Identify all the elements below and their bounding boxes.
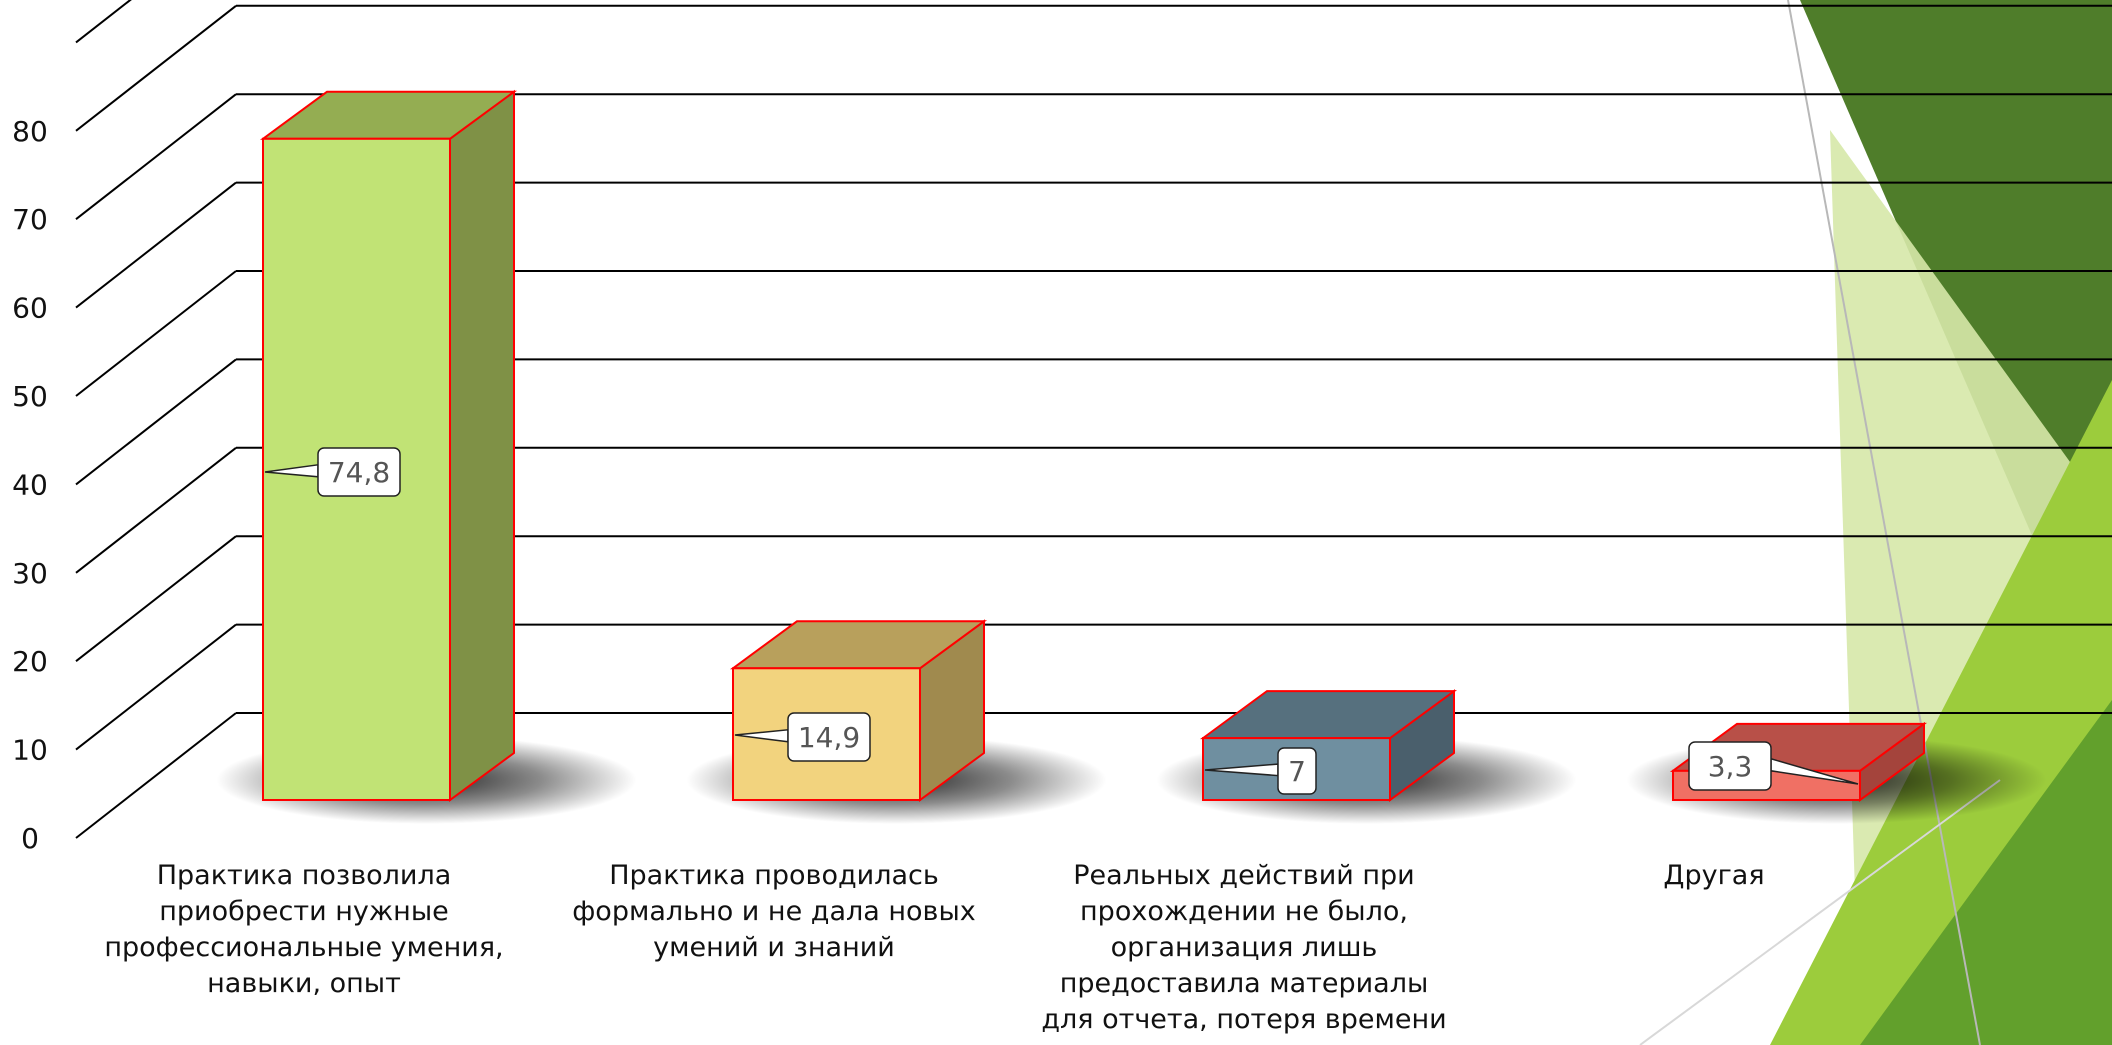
axis-wall-line xyxy=(75,535,237,662)
data-label-box xyxy=(1688,741,1772,791)
data-labels: 74,8 14,9 7 3,3 xyxy=(264,447,1859,795)
axis-wall-line xyxy=(75,5,237,132)
y-tick-label: 60 xyxy=(12,292,48,325)
y-tick-label: 30 xyxy=(12,557,48,590)
y-tick-label: 0 xyxy=(21,822,39,855)
data-label: 3,3 xyxy=(1688,741,1859,791)
data-label-box xyxy=(787,712,871,762)
axis-wall-line xyxy=(75,447,237,574)
x-category-label: Реальных действий при прохождении не был… xyxy=(1041,860,1447,1035)
decor-line xyxy=(1639,779,2001,1045)
bars xyxy=(216,89,2047,824)
data-label: 74,8 xyxy=(264,447,401,497)
y-axis-ticks: 0 10 20 30 40 50 60 70 80 xyxy=(12,115,48,855)
axis-wall-line xyxy=(75,0,132,44)
data-label-text: 14,9 xyxy=(798,721,860,754)
decor-line xyxy=(1787,0,1981,1045)
axis-wall-line xyxy=(75,181,237,309)
y-tick-label: 70 xyxy=(12,203,48,236)
data-label: 7 xyxy=(1204,747,1317,795)
data-label-text: 7 xyxy=(1288,755,1306,788)
axis-wall-line xyxy=(75,358,237,486)
axis-wall-line xyxy=(75,270,237,397)
data-label-box xyxy=(317,447,401,497)
data-label-text: 3,3 xyxy=(1708,750,1753,783)
x-category-label: Другая xyxy=(1663,860,1765,891)
data-label: 14,9 xyxy=(734,712,871,762)
bar xyxy=(259,89,518,802)
axis-wall-line xyxy=(75,93,237,220)
y-tick-label: 10 xyxy=(12,734,48,767)
y-tick-label: 80 xyxy=(12,115,48,148)
data-label-text: 74,8 xyxy=(328,456,390,489)
x-category-label: Практика позволила приобрести нужные про… xyxy=(104,860,504,999)
axis-wall-line xyxy=(75,623,237,751)
data-label-box xyxy=(1277,747,1317,795)
bar xyxy=(729,619,988,802)
bar-side xyxy=(449,89,515,802)
y-tick-label: 20 xyxy=(12,645,48,678)
axis-wall-line xyxy=(75,712,237,839)
y-tick-label: 50 xyxy=(12,380,48,413)
gridlines xyxy=(75,0,2112,839)
decor-triangle-mid xyxy=(1860,700,2112,1045)
x-category-label: Практика проводилась формально и не дала… xyxy=(572,860,976,963)
y-tick-label: 40 xyxy=(12,468,48,501)
